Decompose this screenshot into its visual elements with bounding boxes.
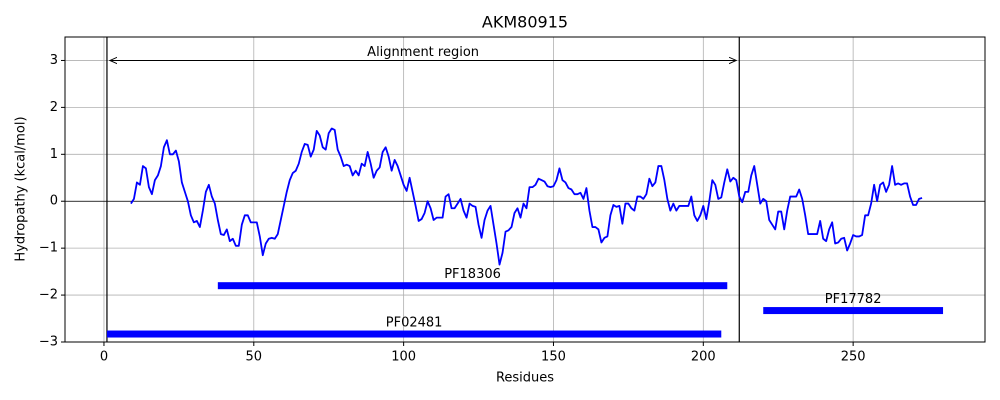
x-tick-label: 0 xyxy=(100,350,108,365)
plot-frame xyxy=(64,36,986,343)
y-tick-label: 0 xyxy=(50,194,58,209)
x-tick-label: 250 xyxy=(841,350,866,365)
domain-bar xyxy=(217,282,728,290)
x-axis-label: Residues xyxy=(496,371,554,386)
y-axis-label: Hydropathy (kcal/mol) xyxy=(14,116,29,261)
region-label: Alignment region xyxy=(367,45,479,60)
domain-bar xyxy=(763,307,944,315)
x-tick-label: 200 xyxy=(691,350,716,365)
y-tick-label: 3 xyxy=(50,53,58,68)
domain-label: PF02481 xyxy=(386,316,443,331)
domain-label: PF18306 xyxy=(444,267,501,282)
y-tick-label: −1 xyxy=(39,241,58,256)
y-tick-label: 1 xyxy=(50,147,58,162)
hydropathy-line xyxy=(130,127,923,266)
x-tick-label: 50 xyxy=(246,350,263,365)
x-tick-label: 150 xyxy=(541,350,566,365)
x-tick-label: 100 xyxy=(391,350,416,365)
y-tick-label: 2 xyxy=(50,100,58,115)
domain-label: PF17782 xyxy=(825,292,882,307)
y-tick-label: −2 xyxy=(39,288,58,303)
y-tick-label: −3 xyxy=(39,335,58,350)
chart-title: AKM80915 xyxy=(482,13,568,32)
domain-bar xyxy=(106,330,722,338)
